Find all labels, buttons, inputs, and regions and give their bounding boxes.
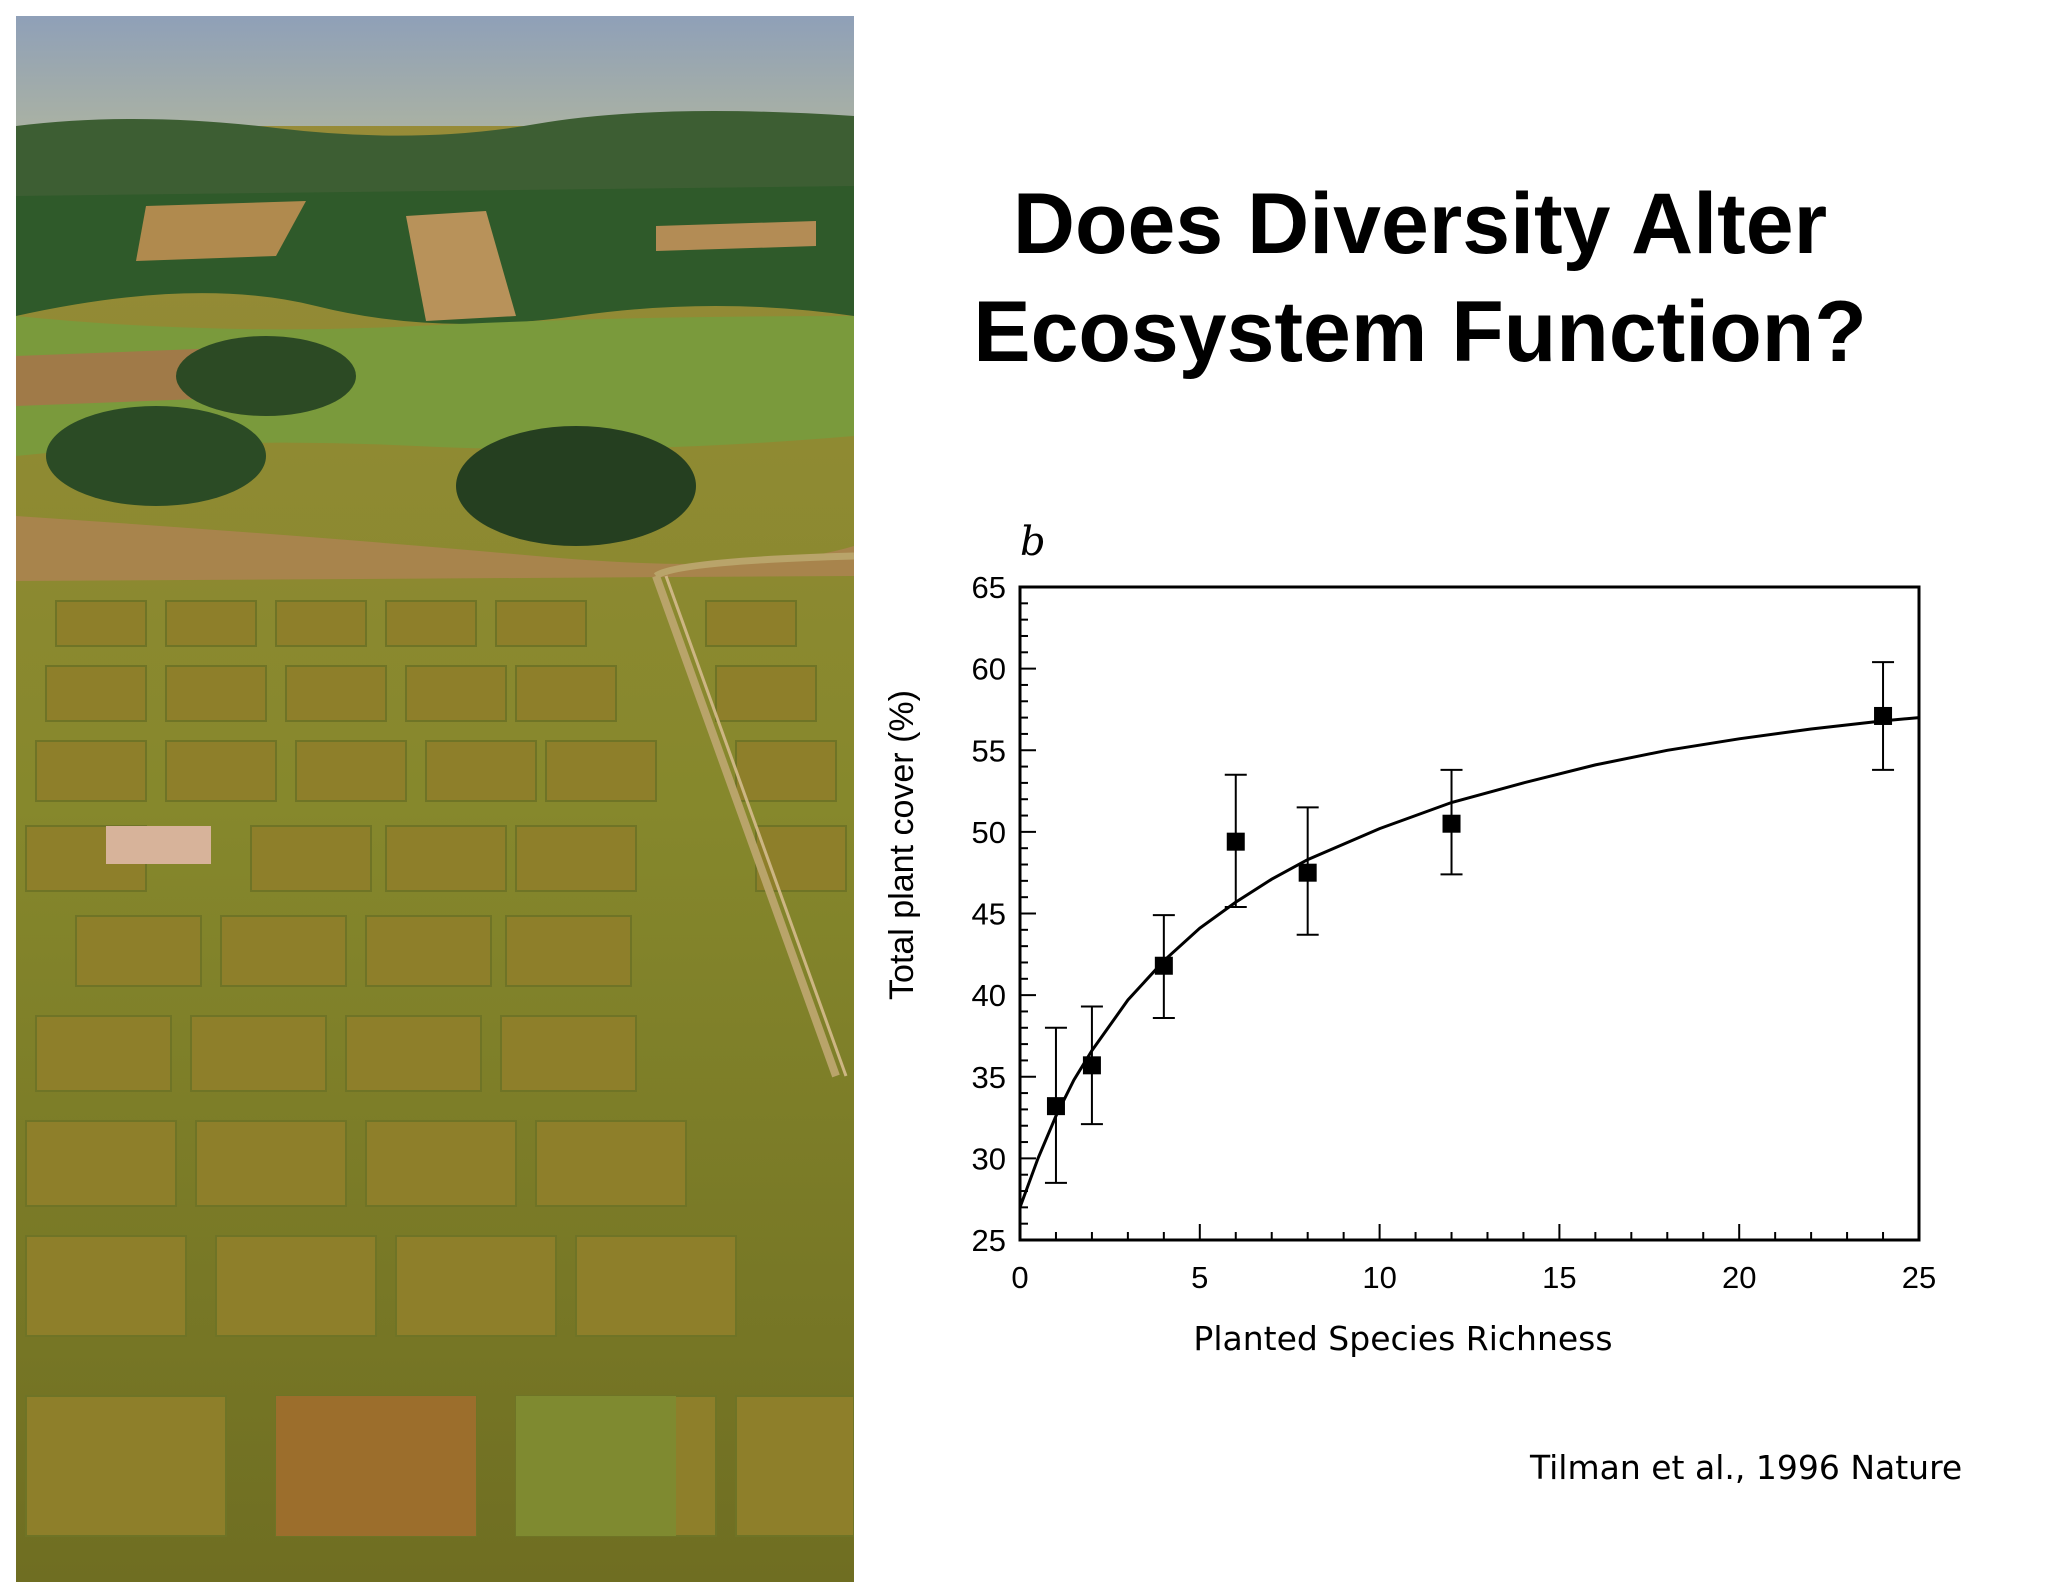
y-tick-label: 45 <box>972 897 1006 932</box>
fit-curve <box>1018 716 1920 1208</box>
x-tick-label: 20 <box>1722 1260 1756 1295</box>
y-tick-label: 25 <box>972 1223 1006 1258</box>
data-point <box>1874 706 1893 725</box>
y-tick-label: 50 <box>972 815 1006 850</box>
y-tick-label: 30 <box>972 1141 1006 1176</box>
y-tick-label: 60 <box>972 652 1006 687</box>
y-tick-label: 35 <box>972 1060 1006 1095</box>
x-tick-label: 10 <box>1362 1260 1396 1295</box>
y-tick-label: 55 <box>972 733 1006 768</box>
citation: Tilman et al., 1996 Nature <box>1530 1448 1963 1487</box>
data-point <box>1442 814 1461 833</box>
x-tick-label: 25 <box>1902 1260 1936 1295</box>
y-tick-label: 65 <box>972 570 1006 605</box>
data-point <box>1154 956 1173 975</box>
title-line-1: Does Diversity Alter <box>1012 176 1828 272</box>
plot-frame <box>1018 585 1921 1242</box>
x-axis-label: Planted Species Richness <box>1193 1319 1612 1358</box>
slide-title: Does Diversity Alter Ecosystem Function? <box>880 170 1960 386</box>
title-line-2: Ecosystem Function? <box>973 284 1867 380</box>
x-tick-label: 0 <box>1011 1260 1028 1295</box>
plant-cover-chart: b 25 30 35 40 45 50 55 60 65 0 5 10 15 20 25 Total pla… <box>883 519 1936 1358</box>
x-tick-label: 5 <box>1191 1260 1208 1295</box>
y-axis-label: Total plant cover (%) <box>883 690 921 1000</box>
data-point <box>1298 863 1317 882</box>
aerial-plots-photo <box>16 16 854 1582</box>
data-point <box>1046 1097 1065 1116</box>
panel-label: b <box>1020 519 1046 565</box>
data-point <box>1082 1056 1101 1075</box>
y-tick-label: 40 <box>972 978 1006 1013</box>
x-tick-label: 15 <box>1542 1260 1576 1295</box>
data-point <box>1226 832 1245 851</box>
